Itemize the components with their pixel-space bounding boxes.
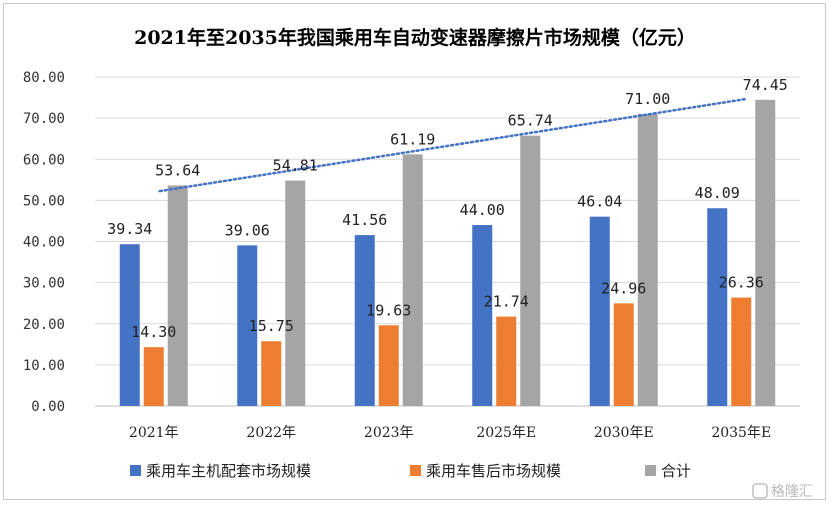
legend-label: 乘用车售后市场规模: [426, 462, 561, 480]
data-label: 19.63: [366, 301, 411, 319]
data-label: 26.36: [719, 274, 764, 292]
bar-2: [496, 316, 517, 406]
data-label: 15.75: [249, 317, 294, 335]
legend-label: 合计: [661, 462, 691, 480]
y-tick-label: 60.00: [23, 152, 65, 168]
bar-2: [261, 341, 282, 406]
data-label: 24.96: [601, 279, 646, 297]
bar-1: [472, 225, 493, 406]
bars: [119, 99, 776, 406]
data-label: 71.00: [625, 90, 670, 108]
y-tick-label: 50.00: [23, 193, 65, 209]
y-tick-label: 20.00: [23, 317, 65, 333]
bar-3: [402, 154, 423, 406]
y-tick-label: 10.00: [23, 358, 65, 374]
data-label: 39.34: [107, 220, 152, 238]
legend: 乘用车主机配套市场规模 乘用车售后市场规模 合计: [130, 462, 691, 480]
bar-2: [731, 297, 752, 406]
y-tick-label: 30.00: [23, 276, 65, 292]
data-label: 41.56: [342, 211, 387, 229]
y-tick-label: 0.00: [31, 399, 65, 415]
legend-swatch: [130, 465, 141, 476]
trendline-total: [158, 97, 749, 193]
y-axis: 0.00 10.00 20.00 30.00 40.00 50.00 60.00 70.00 8…: [23, 70, 65, 415]
bar-2: [143, 347, 164, 406]
bar-1: [237, 245, 258, 406]
bar-2: [378, 325, 399, 406]
y-tick-label: 70.00: [23, 111, 65, 127]
data-label: 44.00: [460, 201, 505, 219]
bar-2: [613, 303, 634, 406]
data-label: 65.74: [508, 112, 553, 130]
y-tick-label: 80.00: [23, 70, 65, 86]
x-axis: 2021年 2022年 2023年 2025年E 2030年E 2035年E: [129, 425, 771, 441]
data-label: 53.64: [155, 161, 200, 179]
bar-3: [520, 135, 541, 406]
bar-1: [119, 244, 140, 406]
data-label: 48.09: [695, 184, 740, 202]
bar-1: [707, 208, 728, 406]
bar-3: [285, 180, 306, 406]
x-tick-label: 2025年E: [476, 425, 536, 441]
legend-label: 乘用车主机配套市场规模: [146, 462, 311, 480]
data-labels: 39.34 14.30 53.64 39.06 15.75 54.81 41.56 19.63…: [107, 76, 788, 341]
gridlines: [95, 76, 800, 407]
chart-title: 2021年至2035年我国乘用车自动变速器摩擦片市场规模（亿元）: [134, 26, 696, 49]
x-tick-label: 2035年E: [711, 425, 771, 441]
watermark: 格隆汇: [752, 483, 813, 500]
legend-swatch: [645, 465, 656, 476]
x-tick-label: 2021年: [129, 425, 179, 441]
data-label: 54.81: [273, 157, 318, 175]
trendline: [158, 97, 749, 193]
legend-swatch: [410, 465, 421, 476]
data-label: 39.06: [225, 221, 270, 239]
bar-1: [589, 216, 610, 406]
watermark-logo-icon: [752, 483, 768, 499]
x-tick-label: 2023年: [364, 425, 414, 441]
data-label: 61.19: [390, 130, 435, 148]
bar-3: [755, 99, 776, 406]
bar-3: [167, 185, 188, 406]
bar-1: [354, 235, 375, 406]
data-label: 46.04: [577, 193, 622, 211]
x-tick-label: 2022年: [246, 425, 296, 441]
data-label: 21.74: [484, 293, 529, 311]
data-label: 14.30: [131, 323, 176, 341]
x-tick-label: 2030年E: [594, 425, 654, 441]
watermark-text: 格隆汇: [771, 484, 813, 500]
y-tick-label: 40.00: [23, 235, 65, 251]
data-label: 74.45: [743, 76, 788, 94]
bar-3: [637, 114, 658, 406]
